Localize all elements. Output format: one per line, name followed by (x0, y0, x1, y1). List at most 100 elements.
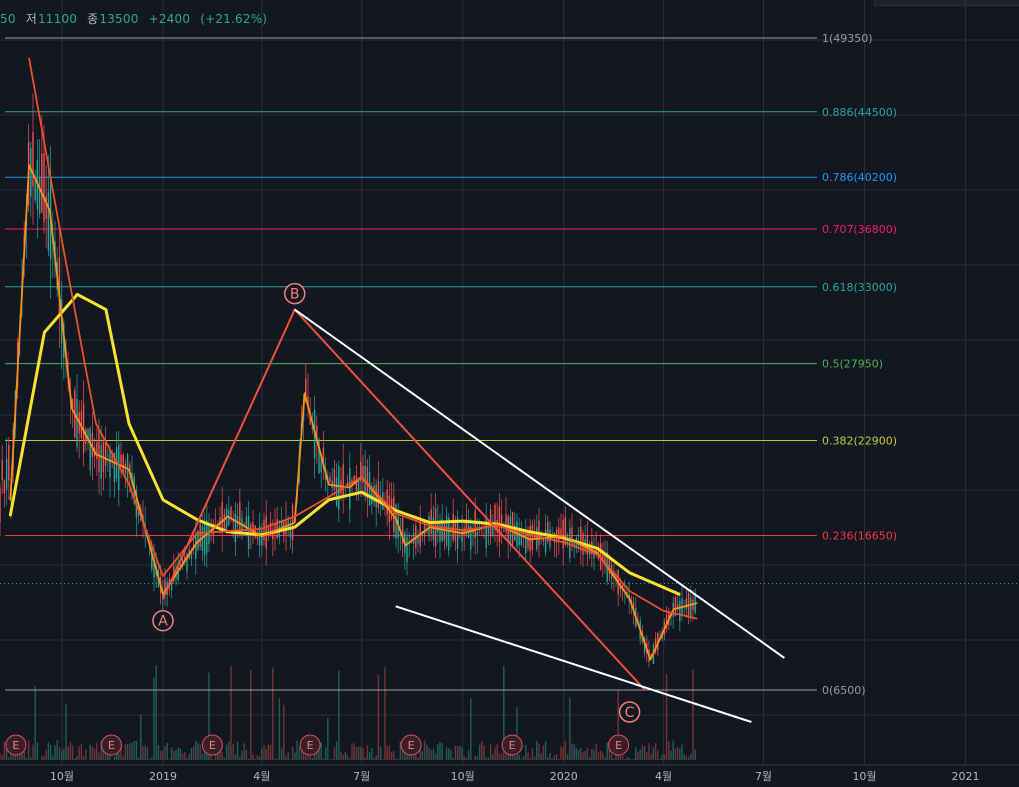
volume-bar (173, 750, 175, 760)
volume-bar (63, 748, 65, 760)
fibonacci-levels[interactable]: 1(49350) 0.886(44500) 0.786(40200) 0.707(36… (0, 32, 1019, 697)
volume-bar (533, 756, 536, 760)
volume-bar (483, 745, 485, 760)
earnings-marker-label: E (108, 739, 115, 752)
volume-bar (439, 742, 441, 760)
candle-body (362, 466, 364, 483)
volume-bar (8, 756, 10, 760)
volume-bar (399, 741, 402, 760)
volume-bar (212, 759, 215, 760)
volume-bar (544, 740, 547, 760)
volume-bar (516, 707, 518, 760)
volume-bar (375, 755, 377, 760)
volume-bar (489, 744, 492, 760)
volume-bar (335, 741, 338, 760)
x-tick-label: 7월 (353, 770, 370, 783)
candle-body (685, 598, 688, 609)
candle-body (107, 455, 109, 457)
candle-body (654, 638, 657, 653)
volume-bar (186, 758, 188, 760)
volume-bar (674, 748, 677, 760)
candle-body (243, 523, 245, 526)
volume-bar (566, 754, 569, 760)
candle-body (562, 520, 564, 549)
volume-bar (408, 750, 410, 760)
candle-body (487, 528, 490, 534)
volume-bar (342, 754, 344, 760)
candle-body (470, 526, 472, 550)
candle-body (197, 530, 199, 550)
candle-body (153, 557, 155, 578)
volume-bar (538, 743, 540, 760)
candle-body (371, 487, 373, 505)
volume-bar (333, 747, 336, 760)
volume-bar (470, 698, 472, 760)
x-tick-label: 7월 (755, 770, 772, 783)
volume-bar (419, 749, 421, 760)
candle-body (525, 532, 527, 554)
volume-bar (608, 742, 611, 760)
volume-bar (267, 744, 270, 760)
volume-bar (353, 743, 355, 760)
volume-bar (261, 748, 263, 760)
volume-bar (170, 747, 173, 760)
fib-label: 0.236(16650) (822, 530, 897, 543)
volume-bar (131, 742, 133, 760)
volume-bar (280, 748, 283, 760)
fib-label: 0.382(22900) (822, 434, 897, 447)
candle-body (82, 403, 85, 454)
candle-body (151, 545, 153, 569)
candle-body (113, 452, 116, 482)
earnings-marker (5, 734, 27, 756)
volume-bar (206, 748, 208, 760)
moving-average-line (28, 57, 698, 620)
volume-bar (351, 744, 353, 760)
volume-bar (558, 758, 560, 760)
volume-bar (406, 752, 408, 760)
candle-body (206, 520, 208, 553)
volume-bar (632, 758, 635, 760)
volume-bar (151, 757, 153, 760)
volume-bar (610, 754, 613, 760)
candle-body (179, 563, 182, 566)
candle-body (76, 398, 78, 448)
trendlines[interactable] (162, 307, 785, 723)
volume-bar (635, 746, 637, 760)
candle-body (494, 504, 496, 531)
volume-bar (265, 748, 267, 760)
volume-bar (43, 755, 45, 760)
candle-body (593, 550, 595, 559)
candle-body (360, 461, 362, 481)
volume-bar (500, 753, 503, 760)
volume-bar (300, 751, 303, 760)
candle-body (184, 556, 186, 560)
volume-bar (459, 745, 461, 760)
earnings-marker-label: E (509, 739, 516, 752)
candle-body (305, 378, 307, 403)
candle-body (129, 464, 131, 473)
volume-bar (27, 740, 30, 760)
volume-bar (221, 751, 223, 760)
candle-body (386, 489, 388, 515)
volume-bar (474, 756, 476, 760)
candle-body (353, 475, 355, 482)
candle-body (34, 180, 36, 201)
pattern-points: A B C (152, 282, 641, 723)
volume-bar (379, 746, 382, 760)
volume-bar (225, 744, 228, 760)
volume-bar (146, 747, 149, 760)
volume-bar (450, 750, 452, 760)
volume-bar (188, 754, 190, 760)
candle-body (5, 458, 8, 490)
volume-bar (478, 744, 481, 760)
volume-bar (184, 752, 186, 760)
candle-body (122, 454, 124, 473)
candle-body (423, 521, 426, 537)
volume-bar (531, 748, 534, 760)
x-tick-label: 2020 (550, 770, 578, 783)
volume-bar (278, 698, 281, 760)
volume-bar (98, 752, 100, 760)
volume-bar (542, 745, 545, 760)
